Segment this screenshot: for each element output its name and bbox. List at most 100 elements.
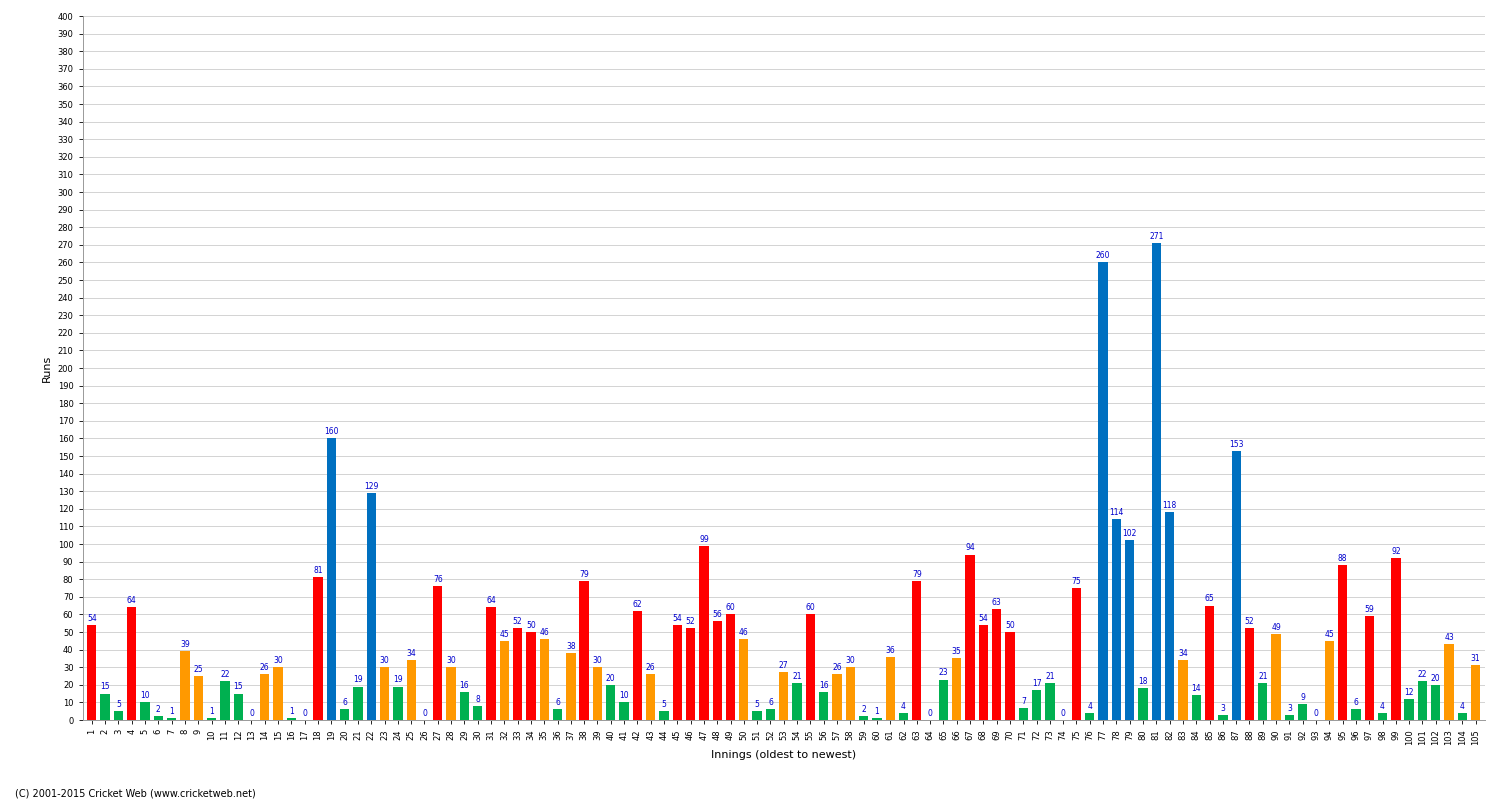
Text: 60: 60 xyxy=(726,603,735,612)
Bar xyxy=(1232,450,1240,720)
Text: 99: 99 xyxy=(699,534,709,544)
Text: 5: 5 xyxy=(116,700,122,709)
Text: 30: 30 xyxy=(592,656,603,665)
Bar xyxy=(1378,713,1388,720)
Text: 25: 25 xyxy=(194,665,202,674)
Text: 35: 35 xyxy=(952,647,962,656)
Text: 50: 50 xyxy=(1005,621,1016,630)
Bar xyxy=(486,607,495,720)
Text: 260: 260 xyxy=(1096,251,1110,260)
Bar xyxy=(459,692,470,720)
Bar xyxy=(871,718,882,720)
Bar xyxy=(699,546,708,720)
Text: 4: 4 xyxy=(1460,702,1466,711)
Bar xyxy=(166,718,177,720)
Bar xyxy=(153,717,164,720)
Text: 27: 27 xyxy=(778,662,789,670)
Bar xyxy=(207,718,216,720)
Text: 4: 4 xyxy=(902,702,906,711)
Text: 21: 21 xyxy=(1046,672,1054,681)
Text: 59: 59 xyxy=(1365,605,1374,614)
Text: 3: 3 xyxy=(1287,704,1292,713)
Bar xyxy=(1112,519,1120,720)
Text: 54: 54 xyxy=(978,614,988,623)
Text: 56: 56 xyxy=(712,610,722,619)
Bar xyxy=(433,586,442,720)
Bar xyxy=(406,660,416,720)
Text: 2: 2 xyxy=(861,706,865,714)
Bar xyxy=(992,609,1002,720)
Text: 22: 22 xyxy=(1418,670,1426,679)
Bar xyxy=(912,581,921,720)
Bar xyxy=(819,692,828,720)
Bar xyxy=(1046,683,1054,720)
Text: 30: 30 xyxy=(273,656,284,665)
Bar xyxy=(87,625,96,720)
Bar xyxy=(592,667,602,720)
Bar xyxy=(633,611,642,720)
Bar xyxy=(1444,644,1454,720)
Bar xyxy=(740,639,748,720)
Text: 0: 0 xyxy=(927,709,933,718)
Bar xyxy=(1284,714,1294,720)
Bar xyxy=(966,554,975,720)
Bar xyxy=(393,686,402,720)
Text: 20: 20 xyxy=(606,674,615,682)
Text: 0: 0 xyxy=(249,709,254,718)
Text: 79: 79 xyxy=(912,570,921,579)
Text: 114: 114 xyxy=(1108,508,1124,518)
Bar xyxy=(327,438,336,720)
Text: 102: 102 xyxy=(1122,530,1137,538)
Text: 16: 16 xyxy=(459,681,470,690)
Bar xyxy=(128,607,136,720)
Bar xyxy=(1458,713,1467,720)
Bar xyxy=(513,629,522,720)
Text: 26: 26 xyxy=(646,663,656,672)
Text: 14: 14 xyxy=(1191,684,1202,694)
Text: 23: 23 xyxy=(939,669,948,678)
Bar xyxy=(286,718,296,720)
Text: 1: 1 xyxy=(209,707,214,716)
Bar xyxy=(554,710,562,720)
Bar xyxy=(220,682,230,720)
Bar xyxy=(1152,243,1161,720)
Bar xyxy=(1472,666,1480,720)
Bar xyxy=(1125,541,1134,720)
Text: 12: 12 xyxy=(1404,688,1414,697)
Bar xyxy=(1005,632,1014,720)
Text: 10: 10 xyxy=(140,691,150,700)
Text: 19: 19 xyxy=(393,675,402,685)
Text: 6: 6 xyxy=(555,698,560,707)
Bar xyxy=(340,710,350,720)
Bar xyxy=(1245,629,1254,720)
Bar xyxy=(846,667,855,720)
Bar xyxy=(1324,641,1334,720)
Bar xyxy=(1204,606,1214,720)
Bar xyxy=(447,667,456,720)
Text: 6: 6 xyxy=(768,698,772,707)
Text: 36: 36 xyxy=(885,646,896,654)
Bar xyxy=(792,683,801,720)
Text: 15: 15 xyxy=(100,682,109,691)
Bar xyxy=(646,674,656,720)
Text: 17: 17 xyxy=(1032,679,1041,688)
Text: 75: 75 xyxy=(1071,577,1082,586)
Text: 1: 1 xyxy=(290,707,294,716)
Bar xyxy=(978,625,988,720)
Text: 5: 5 xyxy=(662,700,666,709)
Text: 34: 34 xyxy=(1178,649,1188,658)
Bar xyxy=(726,614,735,720)
Bar xyxy=(273,667,284,720)
Bar xyxy=(194,676,202,720)
Text: 0: 0 xyxy=(303,709,307,718)
Bar xyxy=(526,632,536,720)
Bar xyxy=(686,629,696,720)
Bar xyxy=(898,713,908,720)
Bar xyxy=(260,674,270,720)
Bar xyxy=(1298,704,1308,720)
Text: 0: 0 xyxy=(1060,709,1065,718)
Text: 52: 52 xyxy=(1245,618,1254,626)
Text: 94: 94 xyxy=(964,543,975,553)
Bar xyxy=(380,667,388,720)
Text: 64: 64 xyxy=(486,596,496,606)
